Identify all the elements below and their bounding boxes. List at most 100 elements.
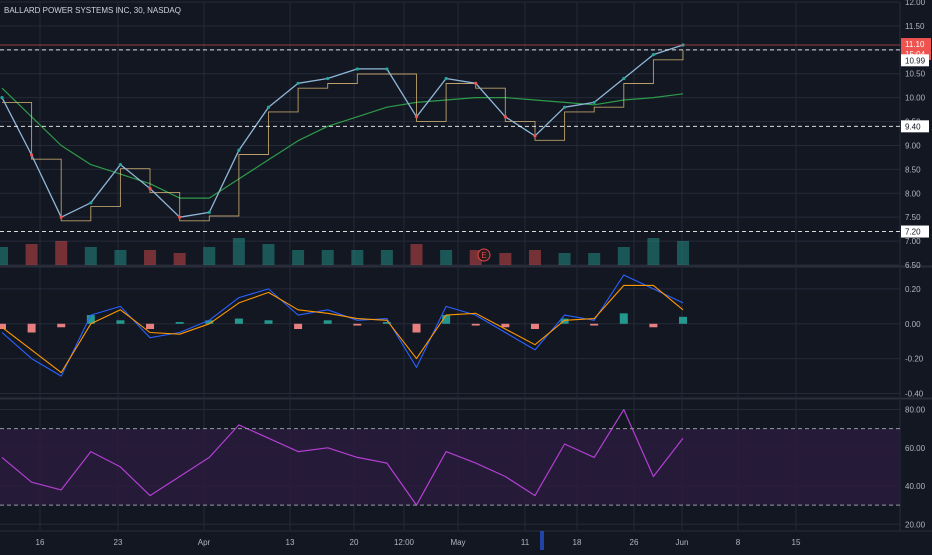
volume-bar	[262, 244, 275, 265]
macd-histogram-bar	[175, 322, 184, 324]
macd-histogram-bar	[649, 323, 658, 328]
price-point	[651, 53, 655, 57]
rsi-band	[0, 428, 900, 506]
macd-signal-line	[1, 284, 684, 374]
level-tag-label: 9.40	[905, 122, 921, 131]
volume-bar	[25, 244, 38, 265]
macd-histogram-bar	[57, 323, 66, 328]
volume-bar	[558, 253, 571, 265]
volume-bar	[440, 250, 453, 265]
macd-histogram-bar	[382, 322, 391, 324]
trailing-step-line	[2, 50, 684, 222]
macd-histogram-bar	[619, 313, 628, 324]
price-point	[355, 67, 359, 71]
macd-histogram-bar	[234, 318, 243, 324]
y-tick-label: 0.20	[905, 285, 921, 294]
y-tick-label: 8.00	[905, 189, 921, 198]
volume-bar	[410, 244, 423, 265]
price-point	[592, 100, 596, 105]
volume-bar	[677, 241, 689, 265]
x-tick-label: 13	[286, 538, 295, 547]
y-tick-label: 0.00	[905, 320, 921, 329]
y-tick-label: 10.50	[905, 70, 926, 79]
volume-bar	[0, 247, 8, 265]
price-point	[474, 81, 478, 85]
price-point	[148, 186, 152, 191]
macd-histogram-bar	[412, 323, 421, 333]
macd-histogram-bar	[323, 320, 332, 324]
macd-histogram-bar	[116, 320, 125, 324]
x-tick-label: Jun	[676, 538, 689, 547]
volume-bar	[588, 253, 601, 265]
y-tick-label: 20.00	[905, 520, 926, 529]
macd-histogram-bar	[442, 315, 451, 324]
macd-histogram-bar	[679, 316, 687, 324]
x-tick-label: 18	[573, 538, 582, 547]
x-tick-label: May	[450, 538, 465, 547]
y-tick-label: 10.00	[905, 94, 926, 103]
price-point	[444, 76, 448, 81]
volume-bar	[380, 250, 393, 265]
series-layer	[0, 43, 687, 506]
price-point	[207, 210, 211, 214]
volume-bar	[144, 250, 157, 265]
price-point	[0, 96, 4, 100]
x-tick-label: Apr	[198, 538, 211, 547]
y-tick-label: 7.00	[905, 237, 921, 246]
level-layer	[0, 44, 900, 506]
volume-bar	[203, 247, 216, 265]
x-tick-label: 16	[36, 538, 45, 547]
y-tick-label: 7.50	[905, 213, 921, 222]
price-point	[562, 105, 567, 109]
macd-histogram-bar	[471, 323, 480, 326]
x-tick-label: 20	[350, 538, 359, 547]
y-tick-label: 8.50	[905, 165, 921, 174]
earnings-marker-label: E	[481, 251, 486, 260]
price-point	[385, 67, 389, 71]
price-point	[89, 201, 93, 205]
price-point	[237, 148, 241, 152]
volume-bar	[351, 250, 364, 265]
price-point	[178, 215, 182, 219]
volume-bar	[55, 241, 68, 265]
prev-price-tag	[901, 54, 929, 67]
macd-histogram-bar	[264, 320, 273, 324]
y-tick-label: -0.40	[905, 390, 924, 399]
x-tick-label: 8	[736, 538, 741, 547]
level-tag-label: 7.20	[905, 228, 921, 237]
macd-histogram-bar	[27, 323, 36, 333]
time-axis-highlight	[540, 531, 544, 550]
earnings-marker	[477, 248, 491, 262]
rsi-band-layer	[0, 428, 900, 506]
y-tick-label: 80.00	[905, 406, 926, 415]
x-tick-label: 23	[114, 538, 123, 547]
macd-histogram-bar	[560, 318, 569, 324]
prev-price-label: 10.99	[905, 56, 926, 65]
price-point	[533, 134, 537, 138]
price-point	[118, 162, 123, 167]
last-price-label: 11.10	[905, 40, 925, 49]
level-tag	[901, 120, 929, 133]
price-point	[30, 153, 34, 157]
volume-bar	[617, 247, 630, 265]
macd-histogram-bar	[590, 323, 599, 326]
macd-histogram-bar	[501, 323, 510, 328]
price-point	[59, 215, 63, 219]
macd-histogram-bar	[530, 323, 539, 330]
volume-bar	[528, 250, 541, 265]
macd-histogram-bar	[86, 315, 95, 324]
y-tick-label: 12.00	[905, 0, 926, 7]
macd-histogram-bar	[0, 323, 6, 330]
x-tick-label: 26	[630, 538, 639, 547]
price-point	[326, 76, 330, 81]
price-point	[503, 115, 507, 119]
chart-title: BALLARD POWER SYSTEMS INC, 30, NASDAQ	[4, 6, 181, 15]
macd-histogram-bar	[353, 323, 362, 326]
y-tick-label: 11.50	[905, 22, 925, 31]
macd-histogram-bar	[205, 320, 214, 324]
price-point	[622, 76, 626, 81]
volume-bar	[84, 247, 97, 265]
